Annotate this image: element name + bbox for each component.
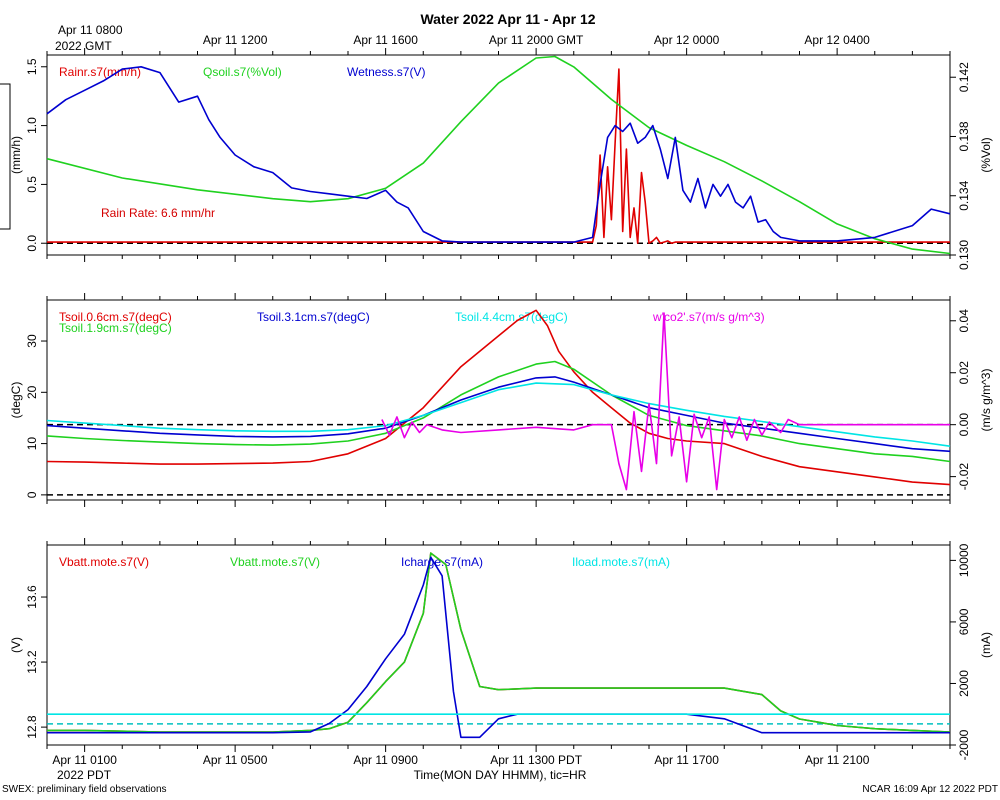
- panel-frame: [46, 54, 951, 256]
- series-line: [47, 552, 951, 733]
- top-tick-label: Apr 12 0000: [654, 33, 720, 47]
- left-axis-label-volts: (V): [9, 637, 23, 653]
- y-tick-label-right: 0.00: [957, 413, 971, 437]
- left-axis-label-degc: (degC): [9, 382, 23, 419]
- legend-tsoil-3-1cm: Tsoil.3.1cm.s7(degC): [257, 310, 370, 324]
- series-line: [381, 312, 950, 491]
- right-axis-label-vol: (%Vol): [979, 137, 993, 172]
- legend-soil-moisture: Qsoil.s7(%Vol): [203, 65, 282, 79]
- y-tick-label-right: 0.130: [957, 240, 971, 270]
- series-line: [46, 360, 951, 463]
- right-axis-label-flux: (m/s g/m^3): [979, 369, 993, 432]
- panel-soil-temperature: Tsoil.0.6cm.s7(degC) Tsoil.1.9cm.s7(degC…: [9, 299, 993, 501]
- legend-tsoil-0-6cm: Tsoil.0.6cm.s7(degC): [59, 310, 172, 324]
- series-line: [47, 68, 950, 244]
- y-tick-label-right: 2000: [957, 670, 971, 697]
- y-tick-label-right: 0.04: [957, 309, 971, 333]
- series-line: [46, 55, 951, 255]
- y-tick-label-left: 13.6: [25, 585, 39, 609]
- chart-title: Water 2022 Apr 11 - Apr 12: [420, 11, 595, 27]
- top-tick-label: Apr 11 1200: [203, 33, 268, 47]
- panel-water: Rainr.s7(mm/h) Qsoil.s7(%Vol) Wetness.s7…: [9, 54, 993, 256]
- series-line: [47, 552, 951, 733]
- panel-frame: [46, 299, 951, 501]
- legend-vbatt-red: Vbatt.mote.s7(V): [59, 555, 149, 569]
- right-axis-label-ma: (mA): [979, 632, 993, 658]
- legend-tsoil-1-9cm: Tsoil.1.9cm.s7(degC): [59, 321, 172, 335]
- y-tick-label-right: 10000: [957, 543, 971, 577]
- top-axis-sublabel: 2022 GMT: [55, 39, 112, 53]
- top-tick-label: Apr 11 0800: [58, 23, 123, 37]
- y-tick-label-right: 0.134: [957, 180, 971, 210]
- series-line: [46, 376, 951, 453]
- left-edge-bracket: [0, 83, 11, 230]
- y-tick-label-left: 1.5: [25, 58, 39, 75]
- y-tick-label-left: 0: [25, 491, 39, 498]
- y-tick-label-left: 10: [25, 437, 39, 451]
- bottom-tick-label: Apr 11 1700: [654, 753, 719, 767]
- top-tick-label: Apr 11 1600: [353, 33, 418, 47]
- bottom-axis-sublabel: 2022 PDT: [57, 768, 112, 782]
- y-tick-label-right: 0.138: [957, 121, 971, 151]
- x-axis-title: Time(MON DAY HHMM), tic=HR: [414, 768, 587, 782]
- series-line: [47, 556, 950, 739]
- bottom-tick-label: Apr 11 0100: [52, 753, 117, 767]
- legend-wetness: Wetness.s7(V): [347, 65, 425, 79]
- y-tick-label-right: -2000: [957, 729, 971, 760]
- y-tick-label-left: 12.8: [25, 715, 39, 739]
- bottom-time-axis: Apr 11 0100 Apr 11 0500 Apr 11 0900 Apr 11 …: [52, 753, 869, 767]
- rain-rate-annotation: Rain Rate: 6.6 mm/hr: [101, 206, 215, 220]
- y-tick-label-left: 13.2: [25, 650, 39, 674]
- bottom-tick-label: Apr 11 1300 PDT: [490, 753, 582, 767]
- footer-right-note: NCAR 16:09 Apr 12 2022 PDT: [862, 784, 998, 795]
- y-tick-label-left: 30: [25, 334, 39, 348]
- y-tick-label-right: 0.02: [957, 361, 971, 385]
- legend-vbatt-green: Vbatt.mote.s7(V): [230, 555, 320, 569]
- bottom-tick-label: Apr 11 0900: [353, 753, 418, 767]
- footer-left-note: SWEX: preliminary field observations: [2, 784, 167, 795]
- bottom-tick-label: Apr 11 0500: [203, 753, 268, 767]
- top-tick-label: Apr 12 0400: [804, 33, 870, 47]
- y-tick-label-right: -0.02: [957, 463, 971, 491]
- top-tick-label: Apr 11 2000 GMT: [489, 33, 584, 47]
- left-axis-label-mmh: (mm/h): [9, 136, 23, 174]
- y-tick-label-left: 0.5: [25, 176, 39, 193]
- y-tick-label-left: 1.0: [25, 117, 39, 134]
- series-line: [46, 382, 951, 447]
- bottom-tick-label: Apr 11 2100: [805, 753, 870, 767]
- series-line: [46, 66, 951, 243]
- top-time-axis: Apr 11 0800 Apr 11 1200 Apr 11 1600 Apr 11 …: [58, 23, 870, 47]
- y-tick-label-left: 0.0: [25, 235, 39, 252]
- legend-rain-rate: Rainr.s7(mm/h): [59, 65, 141, 79]
- legend-iload: Iload.mote.s7(mA): [572, 555, 670, 569]
- y-tick-label-right: 0.142: [957, 62, 971, 92]
- y-tick-label-right: 6000: [957, 608, 971, 635]
- series-line: [46, 309, 951, 486]
- y-tick-label-left: 20: [25, 385, 39, 399]
- legend-tsoil-4-4cm: Tsoil.4.4cm.s7(degC): [455, 310, 568, 324]
- legend-co2-flux: w'co2'.s7(m/s g/m^3): [652, 310, 765, 324]
